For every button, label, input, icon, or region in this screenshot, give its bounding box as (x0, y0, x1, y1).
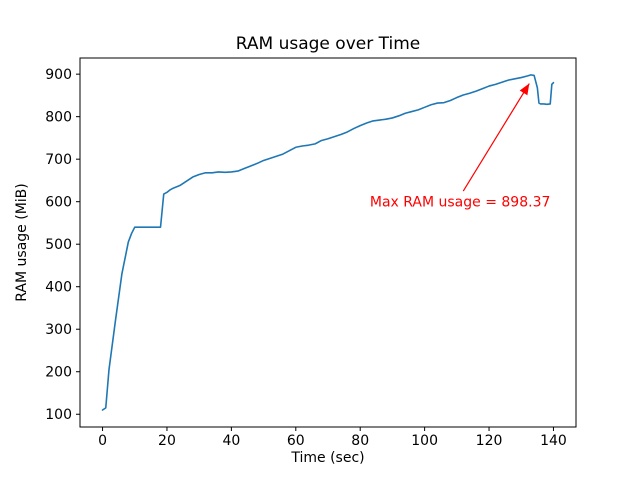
y-tick-label: 700 (45, 152, 72, 168)
x-tick-label: 120 (476, 433, 503, 449)
x-axis: 0 20 40 60 80 100 120 140 (98, 427, 567, 449)
y-tick-label: 900 (45, 67, 72, 83)
y-tick-label: 600 (45, 195, 72, 211)
axes-frame (79, 57, 577, 428)
x-tick-label: 80 (351, 433, 369, 449)
y-axis: 100 200 300 400 500 600 700 800 900 (45, 67, 80, 423)
y-tick-label: 400 (45, 280, 72, 296)
x-tick-label: 100 (411, 433, 438, 449)
annotation-arrow-shaft (462, 83, 530, 192)
y-axis-label: RAM usage (MiB) (14, 183, 30, 301)
y-tick-label: 800 (45, 110, 72, 126)
x-tick-label: 140 (540, 433, 567, 449)
x-tick-label: 0 (98, 433, 107, 449)
annotation-arrow-head (519, 83, 530, 96)
y-tick-label: 200 (45, 365, 72, 381)
x-tick-label: 20 (158, 433, 176, 449)
x-tick-label: 60 (287, 433, 305, 449)
chart-title: RAM usage over Time (236, 34, 420, 54)
y-tick-label: 300 (45, 322, 72, 338)
y-tick-label: 500 (45, 237, 72, 253)
x-tick-label: 40 (222, 433, 240, 449)
annotation-text: Max RAM usage = 898.37 (370, 195, 551, 211)
ram-usage-line (101, 74, 555, 411)
y-tick-label: 100 (45, 407, 72, 423)
max-annotation: Max RAM usage = 898.37 (370, 83, 551, 211)
x-axis-label: Time (sec) (290, 450, 364, 466)
